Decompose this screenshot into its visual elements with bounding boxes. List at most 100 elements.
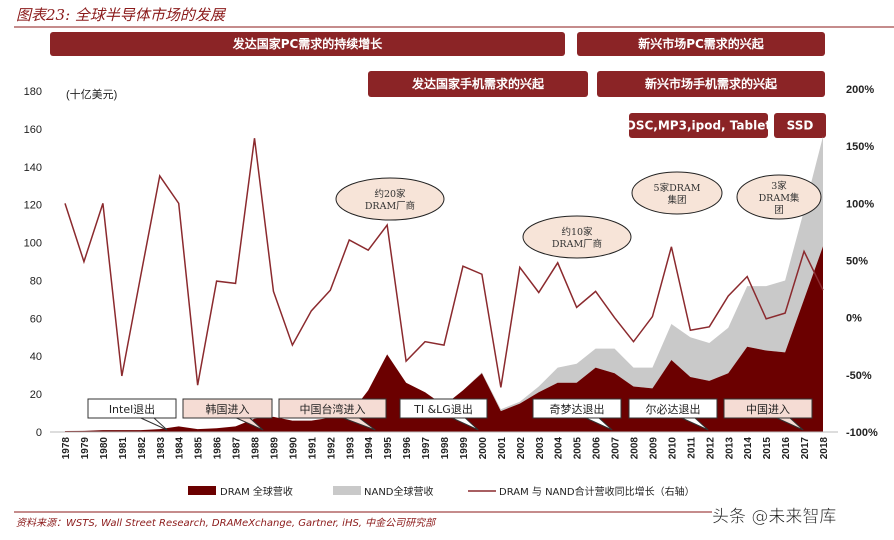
x-tick: 1987 <box>232 437 243 460</box>
y-right-tick: 200% <box>846 84 874 96</box>
legend-swatch-nand <box>333 486 361 495</box>
x-tick: 2018 <box>819 437 830 460</box>
x-tick: 2011 <box>686 437 697 459</box>
annotation-ellipse <box>736 174 822 220</box>
annotation-ellipse-text: 集团 <box>667 194 686 206</box>
x-tick: 1991 <box>307 437 318 460</box>
x-tick: 2012 <box>705 437 716 460</box>
x-tick: 1984 <box>175 437 186 460</box>
y-right-tick: -100% <box>846 427 878 439</box>
legend-swatch-dram <box>188 486 216 495</box>
callout-label: 中国台湾进入 <box>300 402 366 416</box>
annotation-ellipse-text: DRAM厂商 <box>552 238 602 250</box>
legend: DRAM 全球营收 NAND全球营收 DRAM 与 NAND合计营收同比增长（右… <box>188 485 695 498</box>
callout-box <box>278 398 387 419</box>
y-left-tick: 160 <box>24 124 42 136</box>
annotation-ellipse-text: 5家DRAM <box>654 182 701 194</box>
x-tick: 1982 <box>137 437 148 460</box>
callout-label: 韩国进入 <box>206 402 250 416</box>
x-tick: 1993 <box>345 437 356 460</box>
callout-box <box>399 398 488 419</box>
x-tick: 1985 <box>194 437 205 460</box>
legend-label-growth: DRAM 与 NAND合计营收同比增长（右轴） <box>499 485 695 498</box>
x-tick: 2003 <box>535 437 546 460</box>
x-tick: 1980 <box>99 437 110 460</box>
x-tick: 2001 <box>497 437 508 460</box>
x-tick: 1996 <box>402 437 413 460</box>
y-right-tick: 150% <box>846 141 874 153</box>
y-right-tick: 100% <box>846 198 874 210</box>
y-left-tick: 40 <box>30 351 42 363</box>
annotation-callouts: Intel退出 韩国进入 中国台湾进入 TI &LG退出 奇梦达退出 尔必达退出 中国进入 <box>87 398 813 431</box>
x-tick: 2002 <box>516 437 527 460</box>
y-right-tick: 0% <box>846 313 862 325</box>
callout-label: TI &LG退出 <box>413 402 473 416</box>
x-tick: 1990 <box>288 437 299 460</box>
x-tick: 1992 <box>326 437 337 460</box>
x-tick: 1999 <box>459 437 470 460</box>
callout-box <box>87 398 177 419</box>
x-tick: 1994 <box>364 437 375 460</box>
chart-title: 图表23: 全球半导体市场的发展 <box>16 6 227 24</box>
x-tick: 1986 <box>213 437 224 460</box>
x-tick: 2015 <box>762 437 773 460</box>
callout-box <box>532 398 622 419</box>
y-left-tick: 20 <box>30 389 42 401</box>
x-tick: 1997 <box>421 437 432 460</box>
y-left-tick: 180 <box>24 86 42 98</box>
unit-label: (十亿美元) <box>66 87 117 101</box>
banner-box <box>774 113 826 138</box>
annotation-ellipse <box>335 177 445 221</box>
callout-box <box>182 398 273 419</box>
x-tick: 2013 <box>724 437 735 460</box>
callout-label: 中国进入 <box>746 403 790 416</box>
callout-box <box>723 398 813 419</box>
x-tick: 2016 <box>781 437 792 460</box>
x-tick: 2014 <box>743 437 754 460</box>
x-tick: 2017 <box>800 437 811 460</box>
legend-label-nand: NAND全球营收 <box>364 485 434 498</box>
y-right-tick: 50% <box>846 256 868 268</box>
x-tick: 2010 <box>667 437 678 460</box>
x-tick: 2005 <box>573 437 584 460</box>
y-right-tick: -50% <box>846 370 872 382</box>
x-tick: 1998 <box>440 437 451 460</box>
x-tick: 1983 <box>156 437 167 460</box>
callout-label: 奇梦达退出 <box>550 402 605 416</box>
x-tick: 1978 <box>61 437 72 460</box>
banner-label: 发达国家手机需求的兴起 <box>411 76 545 91</box>
y-left-tick: 140 <box>24 162 42 174</box>
x-tick: 1995 <box>383 437 394 460</box>
annotation-ellipse-text: 约10家 <box>561 226 593 238</box>
banner-box <box>597 71 825 97</box>
banner-label: SSD <box>787 119 814 133</box>
y-left-tick: 100 <box>24 238 42 250</box>
banner-box <box>50 32 565 56</box>
callout-label: 尔必达退出 <box>646 402 701 416</box>
annotation-ellipse-text: 3家 <box>771 180 787 192</box>
annotation-ellipse-text: 团 <box>774 205 784 216</box>
annotation-ellipse-text: DRAM集 <box>759 192 800 204</box>
x-tick: 2008 <box>630 437 641 460</box>
annotation-ellipse <box>631 171 723 215</box>
banner-label: DSC,MP3,ipod, Tablet <box>626 119 771 133</box>
y-left-tick: 0 <box>36 427 42 439</box>
x-tick: 1988 <box>251 437 262 460</box>
banner-label: 发达国家PC需求的持续增长 <box>232 36 384 51</box>
banner-label: 新兴市场手机需求的兴起 <box>645 76 778 91</box>
x-tick: 2007 <box>611 437 622 460</box>
annotation-ellipse-text: DRAM厂商 <box>365 200 415 212</box>
callout-pointer <box>140 417 168 431</box>
banner-box <box>577 32 825 56</box>
source-note: 资料来源：WSTS, Wall Street Research, DRAMeXc… <box>16 517 437 529</box>
y-left-tick: 60 <box>30 313 42 325</box>
x-tick: 2004 <box>554 437 565 460</box>
x-tick: 1989 <box>269 437 280 460</box>
callout-box <box>628 398 718 419</box>
banner-label: 新兴市场PC需求的兴起 <box>638 36 765 51</box>
callout-label: Intel退出 <box>109 402 155 416</box>
x-tick: 1981 <box>118 437 129 460</box>
